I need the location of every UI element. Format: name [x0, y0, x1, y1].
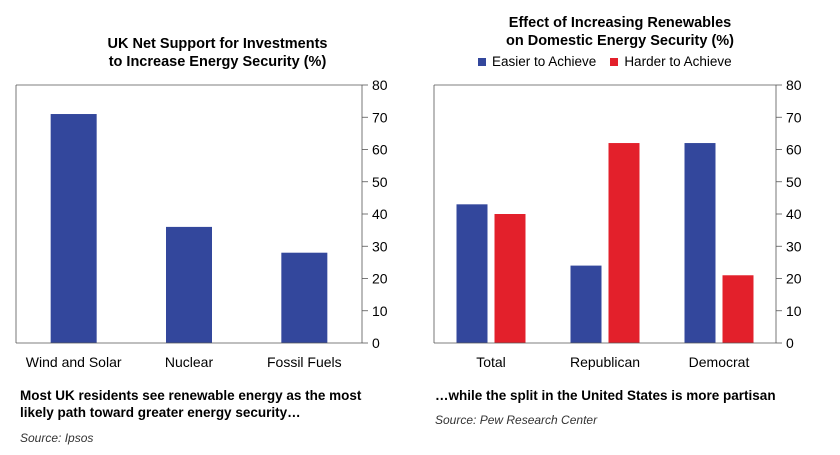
right-chart-bar-0-1 — [570, 265, 602, 343]
right-chart-source: Source: Pew Research Center — [435, 413, 598, 427]
legend-swatch-harder — [610, 57, 619, 66]
left-chart-x-tick-label-1: Nuclear — [165, 354, 214, 370]
left-chart-y-tick-label-60: 60 — [372, 142, 388, 158]
right-chart-caption: …while the split in the United States is… — [435, 387, 835, 404]
right-chart-y-tick-label-40: 40 — [786, 206, 802, 222]
left-chart: 0 10 20 30 40 50 60 70 80 Wind and Solar Nuclear Fo… — [15, 77, 388, 370]
right-chart: 0 10 20 30 40 50 60 70 80 Total Republican Democrat — [433, 77, 802, 370]
right-chart-bar-1-2 — [722, 275, 754, 343]
right-chart-y-tick-label-70: 70 — [786, 109, 802, 125]
right-chart-y-tick-label-50: 50 — [786, 174, 802, 190]
right-chart-title-line-2: on Domestic Energy Security (%) — [505, 33, 735, 49]
left-chart-title-line-1: UK Net Support for Investments — [107, 36, 328, 52]
left-chart-y-tick-label-70: 70 — [372, 109, 388, 125]
left-chart-x-tick-label-0: Wind and Solar — [26, 354, 122, 370]
left-chart-bar-2 — [281, 252, 328, 343]
right-chart-bar-0-2 — [684, 143, 716, 343]
left-chart-bar-0 — [50, 114, 97, 344]
legend-label-harder: Harder to Achieve — [624, 54, 732, 69]
left-chart-source: Source: Ipsos — [20, 431, 94, 445]
legend-item-harder: Harder to Achieve — [610, 54, 732, 69]
left-chart-caption: Most UK residents see renewable energy a… — [20, 387, 420, 421]
right-caption-line-1: …while the split in the United States is… — [435, 388, 776, 403]
right-chart-y-tick-label-80: 80 — [786, 77, 802, 93]
legend-label-easier: Easier to Achieve — [492, 54, 597, 69]
right-chart-title: Effect of Increasing Renewables on Domes… — [430, 14, 810, 50]
right-chart-legend: Easier to Achieve Harder to Achieve — [478, 54, 732, 69]
legend-swatch-easier — [478, 57, 486, 66]
left-chart-y-tick-label-20: 20 — [372, 271, 388, 287]
left-caption-line-1: Most UK residents see renewable energy a… — [20, 388, 362, 403]
left-chart-x-tick-label-2: Fossil Fuels — [267, 354, 342, 370]
right-chart-x-tick-label-2: Democrat — [689, 354, 750, 370]
right-chart-y-tick-label-10: 10 — [786, 303, 802, 319]
left-caption-line-2: likely path toward greater energy securi… — [20, 405, 301, 420]
right-chart-x-tick-label-1: Republican — [570, 354, 640, 370]
left-chart-y-tick-label-80: 80 — [372, 77, 388, 93]
left-chart-y-tick-label-40: 40 — [372, 206, 388, 222]
right-chart-title-line-1: Effect of Increasing Renewables — [508, 15, 732, 31]
legend-item-easier: Easier to Achieve — [478, 54, 596, 69]
left-chart-y-tick-label-30: 30 — [372, 238, 388, 254]
right-chart-y-tick-label-60: 60 — [786, 142, 802, 158]
left-chart-y-tick-label-50: 50 — [372, 174, 388, 190]
left-chart-title-line-2: to Increase Energy Security (%) — [108, 54, 327, 70]
right-chart-y-tick-label-30: 30 — [786, 238, 802, 254]
left-chart-bar-1 — [166, 226, 212, 343]
left-chart-y-tick-label-10: 10 — [372, 303, 388, 319]
right-chart-y-tick-label-20: 20 — [786, 271, 802, 287]
right-chart-y-tick-label-0: 0 — [786, 335, 794, 351]
left-chart-title: UK Net Support for Investments to Increa… — [20, 35, 415, 71]
right-chart-x-tick-label-0: Total — [476, 354, 506, 370]
right-chart-bar-1-0 — [494, 214, 526, 343]
right-chart-bar-1-1 — [608, 143, 640, 343]
left-chart-y-tick-label-0: 0 — [372, 335, 380, 351]
right-chart-bar-0-0 — [456, 204, 488, 343]
